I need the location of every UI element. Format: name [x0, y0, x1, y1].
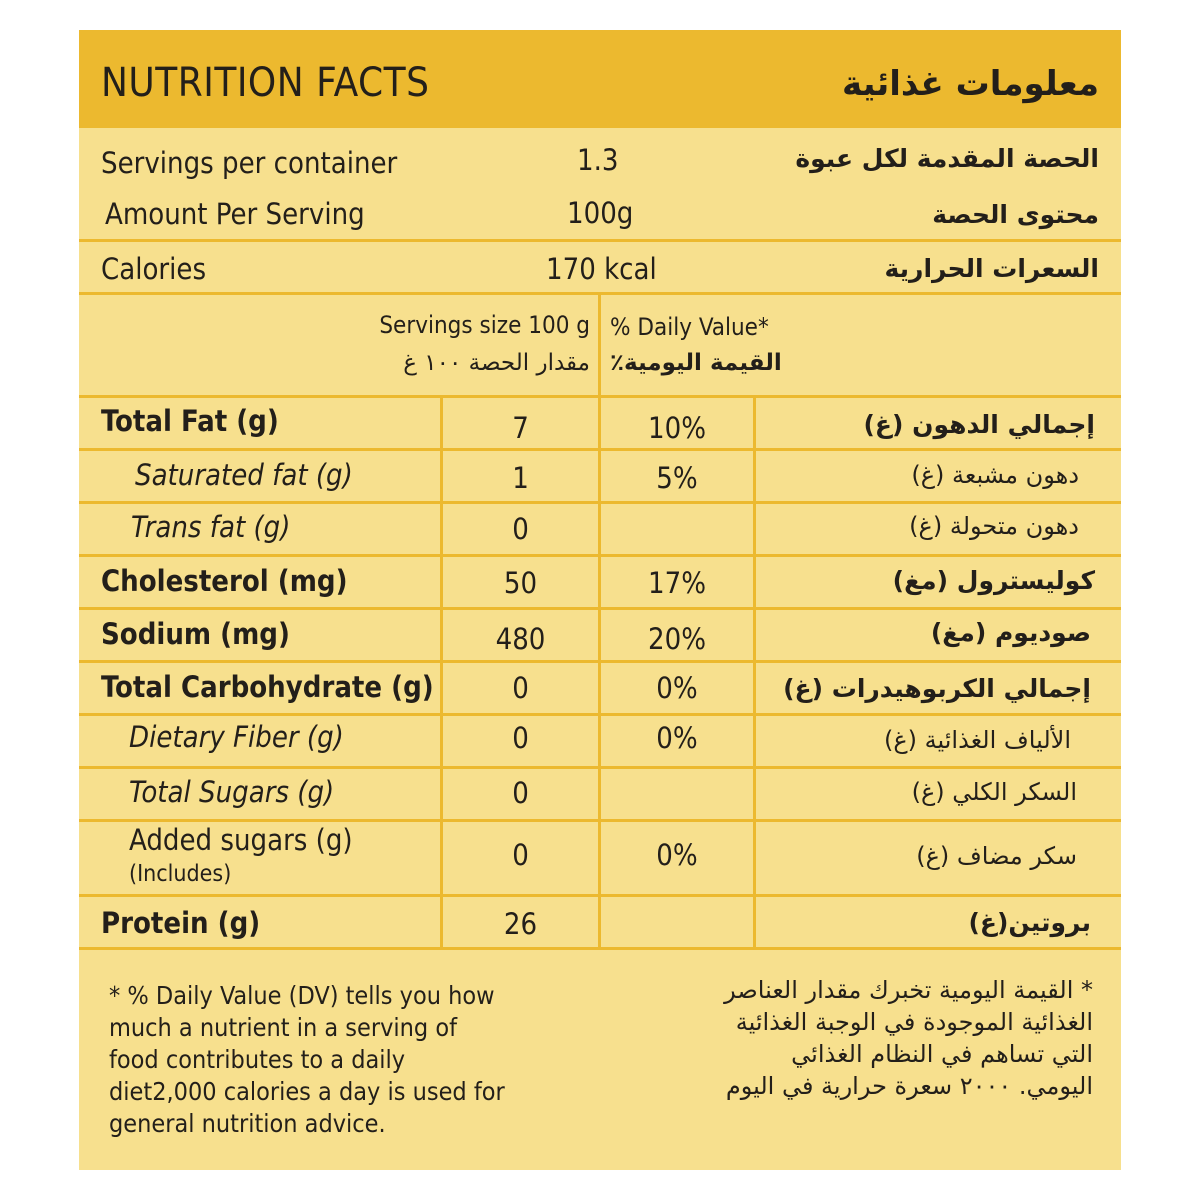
divider	[79, 501, 1121, 504]
nutrient-daily-value: 20%	[648, 622, 706, 656]
divider	[79, 448, 1121, 451]
column-divider	[598, 395, 601, 948]
divider	[79, 239, 1121, 242]
nutrient-name-arabic: كوليسترول (مغ)	[892, 566, 1095, 595]
footnote-english: * % Daily Value (DV) tells you how much …	[109, 981, 505, 1138]
nutrient-name: Cholesterol (mg)	[101, 564, 348, 598]
nutrient-amount: 480	[495, 622, 546, 656]
nutrient-name-arabic: إجمالي الدهون (غ)	[863, 410, 1096, 439]
nutrient-name: Sodium (mg)	[101, 617, 290, 651]
nutrient-amount: 0	[512, 671, 529, 705]
nutrient-name-arabic: سكر مضاف (غ)	[916, 842, 1077, 870]
nutrient-daily-value: 5%	[656, 461, 698, 495]
nutrient-name: Saturated fat (g)	[135, 458, 353, 492]
nutrient-name-arabic: إجمالي الكربوهيدرات (غ)	[783, 674, 1091, 703]
daily-value-english: % Daily Value*	[610, 313, 769, 341]
nutrient-amount: 0	[512, 512, 529, 546]
servings-per-container-arabic: الحصة المقدمة لكل عبوة	[795, 144, 1099, 173]
nutrient-name: Added sugars (g)	[129, 823, 353, 857]
nutrient-amount: 0	[512, 721, 529, 755]
nutrient-name: Total Sugars (g)	[129, 775, 335, 809]
divider	[79, 947, 1121, 950]
nutrient-name: Dietary Fiber (g)	[129, 720, 344, 754]
nutrient-amount: 7	[512, 411, 529, 445]
daily-value-arabic: القيمة اليومية٪	[610, 350, 782, 376]
divider	[79, 607, 1121, 610]
divider	[79, 766, 1121, 769]
nutrient-name: Protein (g)	[101, 906, 261, 940]
divider	[79, 894, 1121, 897]
calories-value: 170 kcal	[546, 252, 657, 286]
nutrient-amount: 0	[512, 776, 529, 810]
nutrient-amount: 0	[512, 838, 529, 872]
column-divider	[440, 395, 443, 948]
title-english: NUTRITION FACTS	[101, 60, 430, 106]
nutrition-header	[79, 30, 1121, 128]
nutrition-label: NUTRITION FACTS معلومات غذائية Servings …	[79, 30, 1121, 1170]
nutrient-daily-value: 10%	[648, 411, 706, 445]
footnote-arabic: * القيمة اليومية تخبرك مقدار العناصر الغ…	[724, 976, 1093, 1100]
divider	[79, 819, 1121, 822]
nutrient-amount: 50	[503, 566, 538, 600]
amount-per-serving-arabic: محتوى الحصة	[932, 200, 1099, 229]
nutrient-amount: 26	[503, 907, 538, 941]
divider	[79, 660, 1121, 663]
nutrient-amount: 1	[512, 461, 529, 495]
serving-size-english: Servings size 100 g	[379, 311, 590, 339]
nutrient-name: Total Carbohydrate (g)	[101, 670, 434, 704]
calories-arabic: السعرات الحرارية	[884, 254, 1100, 283]
title-arabic: معلومات غذائية	[841, 64, 1099, 104]
nutrient-daily-value: 0%	[656, 671, 698, 705]
nutrient-name-arabic: دهون مشبعة (غ)	[911, 461, 1079, 489]
serving-size-arabic: مقدار الحصة ١٠٠ غ	[403, 350, 590, 376]
divider	[79, 554, 1121, 557]
amount-per-serving-label: Amount Per Serving	[105, 197, 365, 231]
nutrient-name: Trans fat (g)	[131, 510, 291, 544]
divider	[79, 713, 1121, 716]
column-divider	[598, 292, 601, 395]
nutrient-name: Total Fat (g)	[101, 404, 279, 438]
nutrient-name-note: (Includes)	[129, 861, 232, 887]
nutrient-name-arabic: بروتين(غ)	[968, 908, 1092, 937]
nutrient-daily-value: 0%	[656, 838, 698, 872]
nutrient-daily-value: 17%	[648, 566, 706, 600]
nutrient-name-arabic: دهون متحولة (غ)	[909, 512, 1079, 540]
servings-per-container-label: Servings per container	[101, 146, 398, 180]
calories-label: Calories	[101, 252, 207, 286]
amount-per-serving-value: 100g	[567, 196, 634, 230]
nutrient-name-arabic: الألياف الغذائية (غ)	[883, 726, 1071, 754]
servings-per-container-value: 1.3	[577, 143, 619, 177]
nutrient-name-arabic: صوديوم (مغ)	[930, 618, 1091, 647]
nutrient-name-arabic: السكر الكلي (غ)	[911, 778, 1077, 806]
nutrient-daily-value: 0%	[656, 721, 698, 755]
column-divider	[753, 395, 756, 948]
